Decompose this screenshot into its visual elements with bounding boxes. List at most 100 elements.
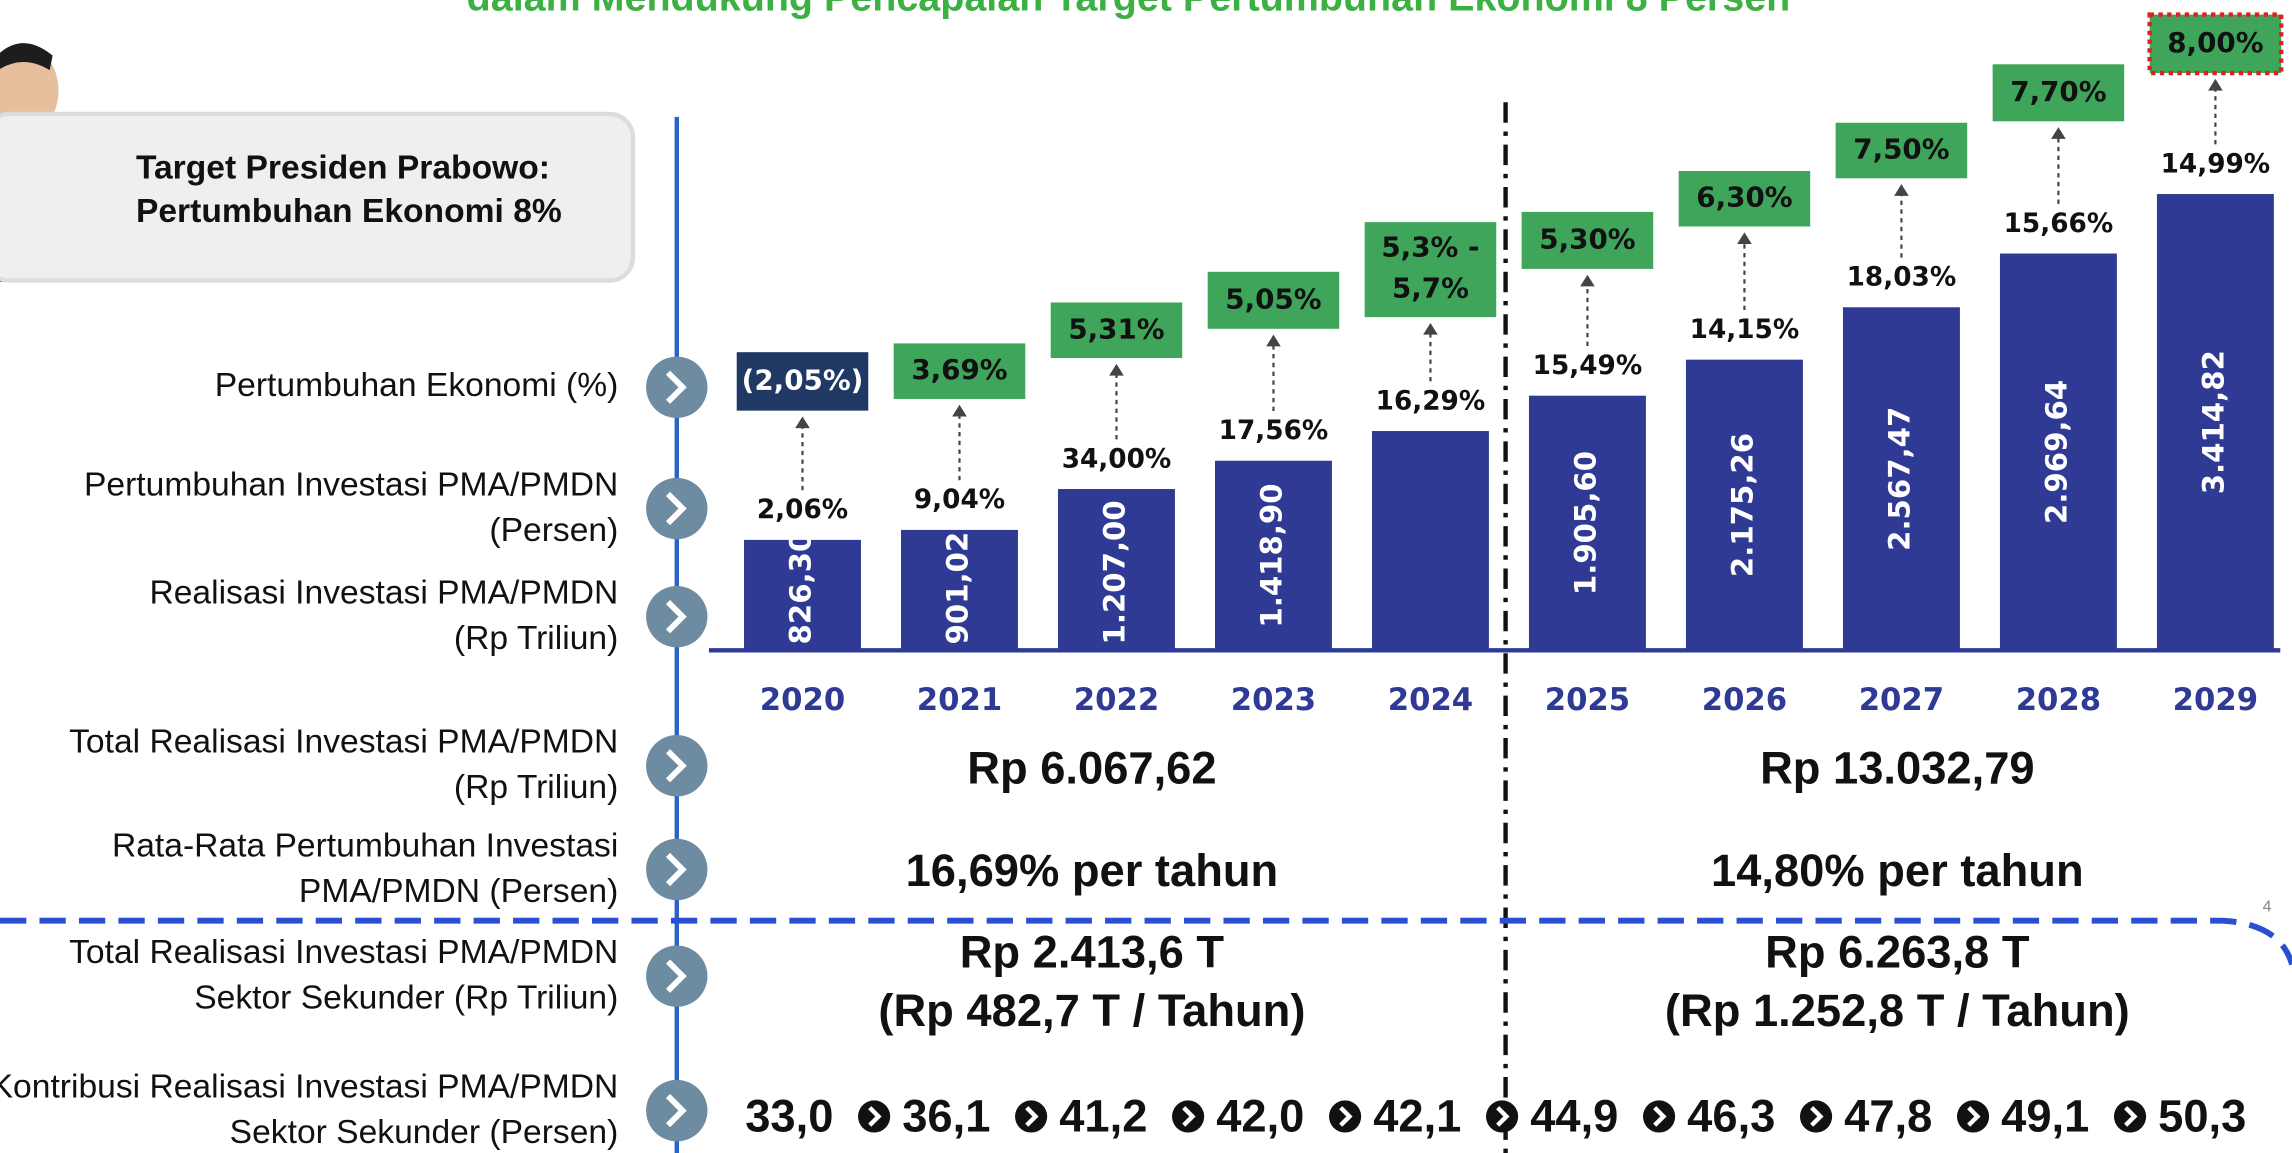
bar: [1842, 307, 1960, 651]
bar: [744, 539, 861, 651]
bar-value-label: 1.418,90: [1254, 483, 1288, 627]
secondary-share: 42,0: [1216, 1090, 1304, 1141]
growth-arrow-head: [2208, 78, 2223, 91]
share-arrow: [2113, 1100, 2147, 1133]
bar: [1999, 253, 2117, 651]
investment-growth-label: 15,49%: [1533, 351, 1643, 381]
x-tick-label: 2027: [1859, 683, 1944, 718]
row-label: Total Realisasi Investasi PMA/PMDN: [69, 934, 618, 971]
row-label: Rata-Rata Pertumbuhan Investasi: [112, 827, 618, 864]
growth-arrow-head: [1423, 322, 1438, 335]
growth-arrow-head: [1737, 232, 1752, 245]
share-arrow-chevron: [1025, 1106, 1039, 1127]
growth-arrow-head: [1894, 184, 1909, 196]
bar: [1214, 460, 1332, 651]
economic-growth-box: [1207, 271, 1340, 329]
row-label: (Rp Triliun): [454, 620, 618, 657]
bar: [1058, 489, 1175, 651]
row-label: Kontribusi Realisasi Investasi PMA/PMDN: [0, 1069, 618, 1106]
economic-growth-label: 3,69%: [911, 353, 1007, 386]
row-marker: [646, 585, 708, 648]
economic-growth-box: [1050, 302, 1183, 359]
share-arrow-chevron: [1967, 1106, 1981, 1127]
row-marker-chevron: [665, 749, 687, 783]
secondary-share: 36,1: [902, 1090, 990, 1141]
row-label: Sektor Sekunder (Persen): [230, 1114, 619, 1151]
row-marker: [646, 477, 708, 540]
bar-value-label: 901,02: [940, 532, 974, 645]
secondary-share: 49,1: [2001, 1090, 2089, 1141]
economic-growth-label: (2,05%): [742, 363, 864, 396]
economic-growth-box: [736, 352, 869, 411]
economic-growth-label: 7,70%: [2010, 75, 2106, 108]
investment-growth-label: 14,99%: [2161, 149, 2271, 179]
callout-box: [0, 111, 636, 283]
growth-arrow-head: [1580, 274, 1595, 287]
investment-growth-label: 17,56%: [1219, 416, 1329, 446]
row-label: Pertumbuhan Investasi PMA/PMDN: [84, 467, 618, 504]
economic-growth-label: 7,50%: [1853, 133, 1949, 166]
share-arrow-chevron: [1810, 1106, 1824, 1127]
economic-growth-box: [1992, 64, 2125, 122]
period-secondary-per-year: (Rp 482,7 T / Tahun): [878, 985, 1305, 1036]
share-arrow: [1485, 1100, 1519, 1133]
bar: [901, 529, 1018, 651]
secondary-share: 41,2: [1059, 1090, 1147, 1141]
x-tick-label: 2028: [2016, 683, 2101, 718]
economic-growth-label: 6,30%: [1696, 181, 1792, 214]
bar: [1528, 395, 1646, 651]
economic-growth-box: [2147, 12, 2284, 76]
share-arrow-chevron: [2124, 1106, 2138, 1127]
callout-text: Pertumbuhan Ekonomi 8%: [136, 193, 562, 230]
share-arrow-chevron: [1653, 1106, 1667, 1127]
growth-arrow-head: [795, 416, 810, 429]
row-marker-chevron: [665, 370, 687, 404]
row-marker-chevron: [665, 1093, 687, 1128]
bar-value-label: 2.175,26: [1725, 433, 1759, 577]
secondary-share: 44,9: [1530, 1090, 1618, 1141]
x-tick-label: 2020: [760, 683, 845, 718]
x-tick-label: 2025: [1545, 683, 1630, 718]
row-marker: [646, 1079, 708, 1142]
economic-growth-box: [893, 343, 1026, 399]
bar: [1685, 359, 1803, 651]
bar-value-label: 3.414,82: [2196, 350, 2230, 494]
bar: [1371, 431, 1489, 651]
x-tick-label: 2029: [2173, 683, 2258, 718]
row-label: Total Realisasi Investasi PMA/PMDN: [69, 724, 618, 761]
share-arrow-chevron: [1339, 1106, 1353, 1127]
share-arrow: [1799, 1100, 1833, 1133]
page-number: 4: [2263, 898, 2272, 916]
share-arrow: [1329, 1100, 1362, 1133]
share-arrow: [1172, 1100, 1205, 1133]
economic-growth-label: 8,00%: [2167, 26, 2263, 59]
period-average-growth: 14,80% per tahun: [1711, 845, 2084, 896]
period-secondary-total: Rp 6.263,8 T: [1765, 927, 2030, 978]
period-secondary-total: Rp 2.413,6 T: [960, 927, 1225, 978]
share-arrow-chevron: [1496, 1106, 1510, 1127]
period-total: Rp 6.067,62: [967, 743, 1216, 794]
row-marker-chevron: [665, 852, 687, 887]
investment-growth-label: 15,66%: [2004, 209, 2114, 239]
share-arrow: [1015, 1100, 1048, 1133]
row-marker-chevron: [665, 959, 687, 993]
row-marker-chevron: [665, 491, 687, 526]
row-label: PMA/PMDN (Persen): [299, 873, 618, 910]
row-label: Sektor Sekunder (Rp Triliun): [194, 979, 618, 1016]
growth-arrow-head: [2051, 127, 2066, 139]
share-arrow: [1956, 1100, 1990, 1133]
investment-growth-label: 14,15%: [1690, 315, 1800, 345]
growth-arrow-head: [952, 404, 967, 417]
period-total: Rp 13.032,79: [1760, 743, 2035, 794]
row-label: Realisasi Investasi PMA/PMDN: [149, 575, 618, 612]
economic-growth-box: [1521, 211, 1654, 269]
secondary-share: 33,0: [745, 1090, 833, 1141]
economic-growth-label: 5,31%: [1068, 312, 1164, 345]
investment-growth-label: 9,04%: [914, 485, 1005, 515]
bar-value-label: 2.969,64: [2039, 380, 2073, 524]
growth-arrow-head: [1266, 334, 1281, 347]
x-tick-label: 2022: [1074, 683, 1159, 718]
share-arrow-chevron: [868, 1106, 882, 1127]
bar: [2156, 194, 2274, 651]
